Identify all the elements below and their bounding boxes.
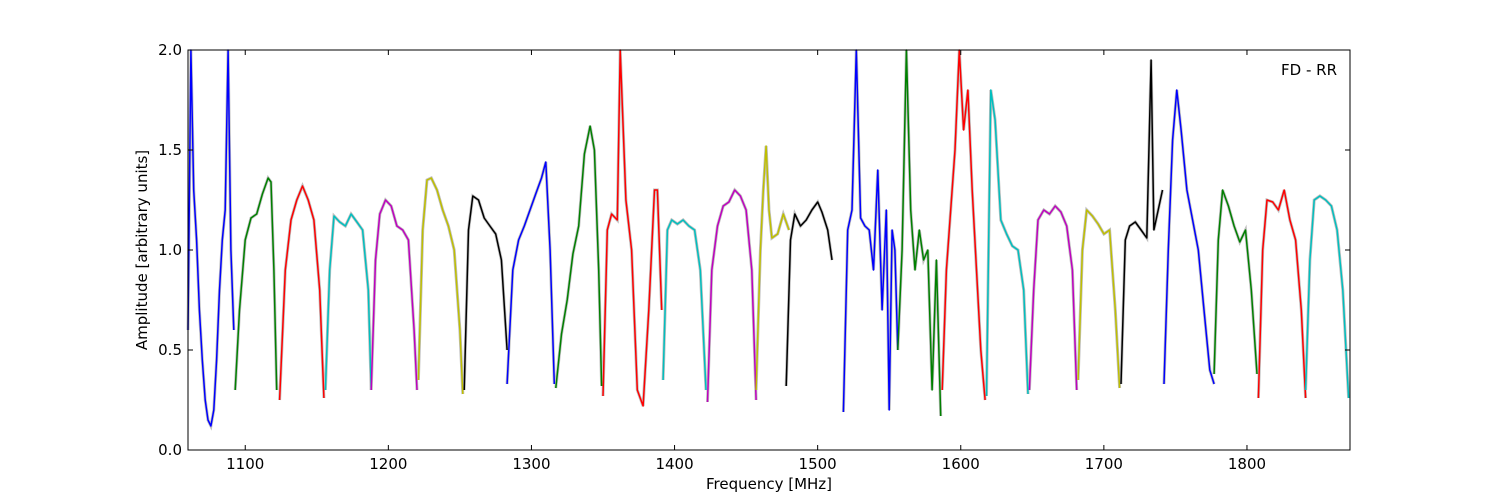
series-12-line (755, 145, 790, 391)
series-6-background (462, 193, 509, 391)
series-17-line (985, 89, 1029, 397)
series-9-line (602, 49, 663, 407)
series-21-line (1163, 89, 1215, 385)
series-2-background (278, 182, 326, 401)
series-1-line (234, 177, 278, 391)
series-8-line (555, 125, 603, 389)
series-18-line (1028, 205, 1078, 391)
series-22-line (1213, 189, 1258, 375)
series-14-line (842, 49, 899, 413)
x-tick-label: 1200 (369, 455, 407, 473)
y-axis-title: Amplitude [arbitrary units] (133, 150, 151, 350)
y-tick-label: 1.5 (158, 141, 182, 159)
series-6-line (463, 195, 508, 391)
series-11-background (706, 187, 758, 403)
x-tick-label: 1300 (512, 455, 550, 473)
series-19-line (1077, 209, 1121, 389)
series-24-line (1304, 195, 1350, 399)
series-layer (186, 49, 1351, 431)
y-tick-label: 0.0 (158, 441, 182, 459)
x-axis-title: Frequency [MHz] (706, 475, 832, 493)
y-tick-label: 1.0 (158, 241, 182, 259)
y-tick-label: 2.0 (158, 41, 182, 59)
series-10-line (662, 219, 707, 391)
x-tick-label: 1800 (1228, 455, 1266, 473)
series-13-background (784, 198, 834, 387)
ticks-layer: 1100 1200 1300 1400 1500 1600 1700 1800 0.0 0.5 1.… (158, 41, 1350, 473)
series-11-line (706, 189, 757, 403)
series-3-line (324, 213, 372, 391)
series-4-line (370, 199, 418, 391)
x-tick-label: 1100 (226, 455, 264, 473)
series-2-line (278, 185, 325, 401)
series-12-background (754, 145, 791, 391)
series-16-line (941, 49, 986, 401)
series-10-background (661, 217, 708, 391)
series-15-line (897, 49, 942, 417)
series-0-line (187, 49, 235, 427)
x-tick-label: 1700 (1085, 455, 1123, 473)
series-7-line (506, 161, 556, 385)
series-16-background (940, 49, 987, 401)
x-tick-label: 1400 (655, 455, 693, 473)
series-17-background (985, 89, 1030, 397)
x-tick-label: 1600 (942, 455, 980, 473)
series-5-line (417, 177, 464, 395)
series-13-line (785, 201, 833, 387)
series-23-line (1257, 189, 1307, 399)
series-20-line (1120, 59, 1164, 385)
x-tick-label: 1500 (799, 455, 837, 473)
chart-annotation: FD - RR (1281, 61, 1337, 79)
y-tick-label: 0.5 (158, 341, 182, 359)
